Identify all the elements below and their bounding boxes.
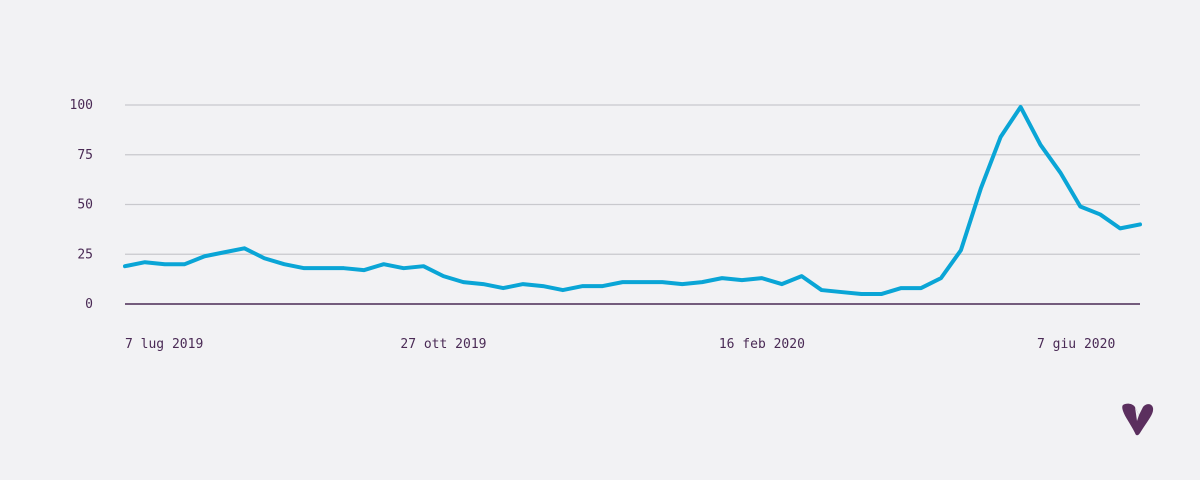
y-tick-label: 0 (85, 297, 93, 312)
heart-v-logo-icon (1122, 403, 1154, 436)
series-line-0 (123, 104, 1142, 297)
x-axis-ticks: 7 lug 2019 27 ott 2019 16 feb 2020 7 giu 20… (125, 337, 1115, 352)
x-tick-label: 27 ott 2019 (400, 337, 486, 352)
y-tick-label: 25 (77, 247, 93, 262)
x-tick-label: 16 feb 2020 (719, 337, 805, 352)
y-axis-ticks: 0 25 50 75 100 (70, 98, 93, 312)
x-tick-label: 7 giu 2020 (1037, 337, 1115, 352)
y-tick-label: 50 (77, 198, 93, 213)
x-tick-label: 7 lug 2019 (125, 337, 203, 352)
y-tick-label: 100 (70, 98, 93, 113)
series-group (123, 104, 1142, 297)
grid (125, 104, 1140, 305)
y-tick-label: 75 (77, 148, 93, 163)
